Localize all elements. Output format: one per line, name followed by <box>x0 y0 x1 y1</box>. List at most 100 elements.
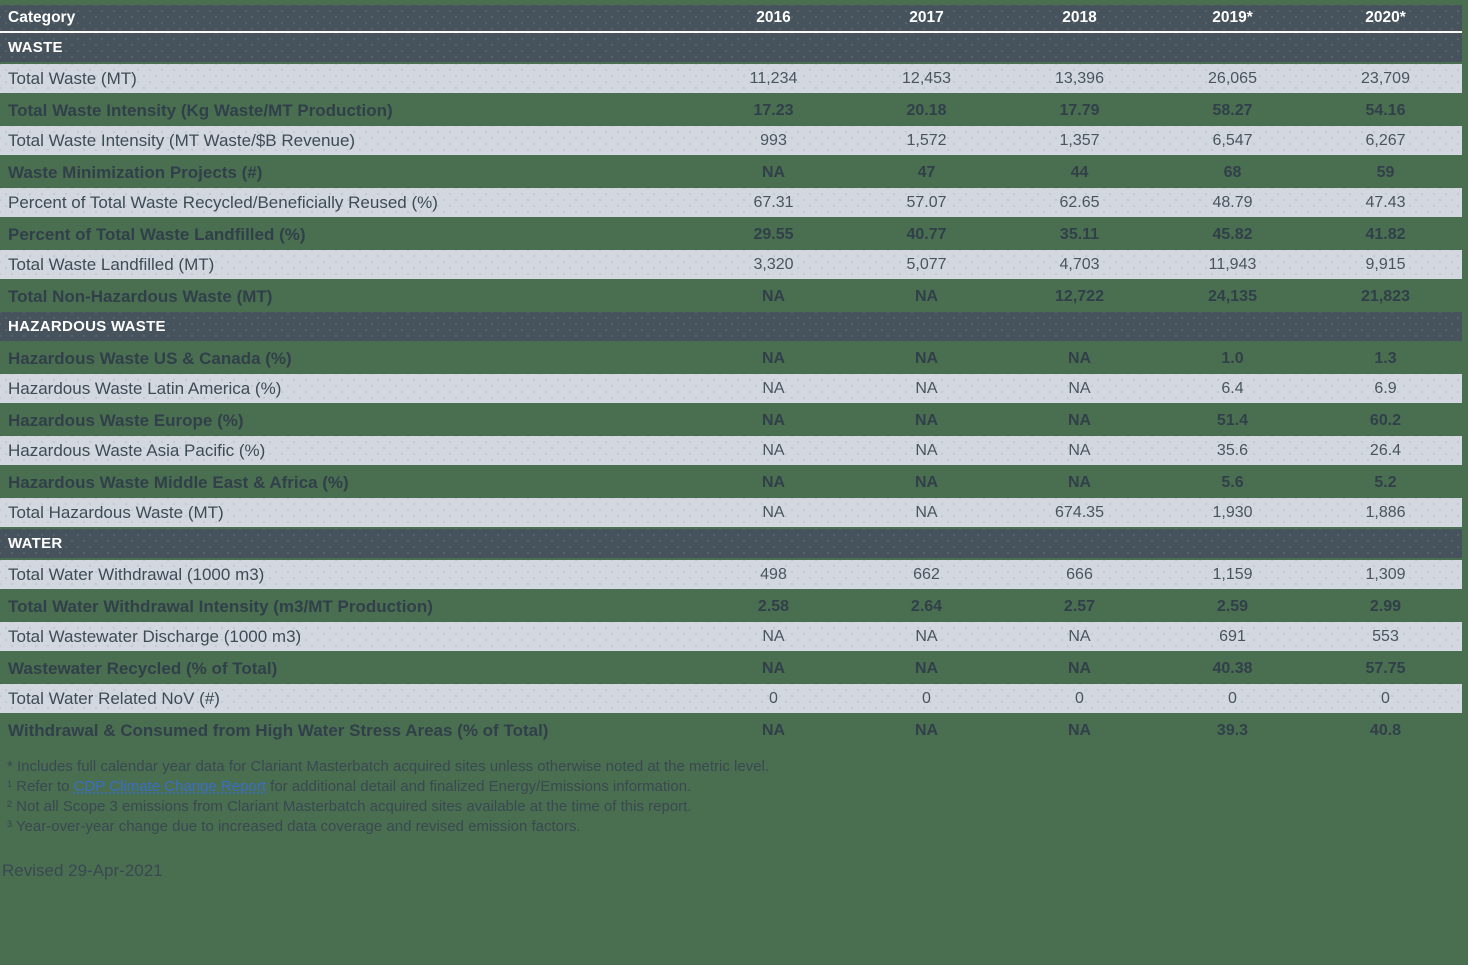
row-value: 40.77 <box>906 225 947 243</box>
row-value: 41.82 <box>1365 225 1406 243</box>
row-label: Total Wastewater Discharge (1000 m3) <box>8 626 302 646</box>
row-value: 11,234 <box>749 69 798 87</box>
row-value: NA <box>761 721 786 739</box>
row-value: 674.35 <box>1055 503 1104 521</box>
table-row: Total Waste Landfilled (MT) 3,320 5,077 4,7… <box>0 250 1462 281</box>
year-column-header-2018: 2018 <box>1062 9 1097 26</box>
row-value: 498 <box>760 565 787 583</box>
year-column-header-2019: 2019* <box>1212 9 1253 26</box>
row-label: Hazardous Waste Latin America (%) <box>8 378 282 398</box>
row-value: 35.11 <box>1059 225 1100 243</box>
row-value: 54.16 <box>1365 101 1406 119</box>
table-row: Percent of Total Waste Landfilled (%) 29.… <box>0 219 1462 250</box>
footnote-line: * Includes full calendar year data for C… <box>7 758 770 775</box>
row-value: NA <box>762 503 785 521</box>
row-label: Percent of Total Waste Landfilled (%) <box>8 224 306 244</box>
row-value: NA <box>1067 349 1092 367</box>
row-value: 0 <box>769 689 778 707</box>
row-value: 1.0 <box>1221 349 1244 367</box>
row-value: 1,572 <box>906 131 947 149</box>
table-row: Total Water Withdrawal Intensity (m3/MT … <box>0 591 1462 622</box>
row-value: NA <box>915 379 938 397</box>
row-value: NA <box>915 627 938 645</box>
table-row: Waste Minimization Projects (#) NA 47 44 68 5… <box>0 157 1462 188</box>
row-value: 44 <box>1070 163 1089 181</box>
table-row: Hazardous Waste Asia Pacific (%) NA NA NA 35… <box>0 436 1462 467</box>
row-value: NA <box>1067 473 1092 491</box>
row-value: 59 <box>1376 163 1395 181</box>
row-label: Total Hazardous Waste (MT) <box>8 502 224 522</box>
year-column-header-2020: 2020* <box>1365 9 1406 26</box>
table-row: Total Non-Hazardous Waste (MT) NA NA 12,722… <box>0 281 1462 312</box>
row-value: NA <box>1068 627 1091 645</box>
row-value: 5,077 <box>906 255 947 273</box>
row-value: NA <box>761 411 786 429</box>
row-value: 48.79 <box>1212 193 1253 211</box>
row-value: 2.58 <box>757 597 790 615</box>
row-label: Total Waste Intensity (Kg Waste/MT Produ… <box>8 100 393 120</box>
table-row: Hazardous Waste Latin America (%) NA NA NA 6… <box>0 374 1462 405</box>
section-title: WATER <box>8 535 63 552</box>
row-value: 1,886 <box>1365 503 1406 521</box>
row-value: 39.3 <box>1216 721 1249 739</box>
row-value: 9,915 <box>1365 255 1406 273</box>
row-label: Withdrawal & Consumed from High Water St… <box>8 720 549 740</box>
row-value: NA <box>1067 721 1092 739</box>
row-value: 0 <box>922 689 931 707</box>
row-value: NA <box>761 349 786 367</box>
row-value: 60.2 <box>1369 411 1402 429</box>
row-value: 0 <box>1381 689 1390 707</box>
table-row: Hazardous Waste Europe (%) NA NA NA 51.4 60.2 <box>0 405 1462 436</box>
row-value: NA <box>762 379 785 397</box>
row-value: NA <box>914 287 939 305</box>
row-label: Hazardous Waste Asia Pacific (%) <box>8 440 266 460</box>
row-value: 1.3 <box>1374 349 1397 367</box>
row-value: NA <box>761 473 786 491</box>
row-value: 24,135 <box>1208 287 1257 305</box>
row-value: 47 <box>917 163 936 181</box>
row-value: NA <box>762 441 785 459</box>
row-value: 62.65 <box>1059 193 1100 211</box>
row-value: 5.6 <box>1221 473 1244 491</box>
row-value: 691 <box>1219 627 1246 645</box>
row-value: 51.4 <box>1216 411 1249 429</box>
row-value: 1,309 <box>1365 565 1406 583</box>
row-value: 6,547 <box>1212 131 1253 149</box>
row-value: 40.38 <box>1212 659 1253 677</box>
row-value: 993 <box>760 131 787 149</box>
row-value: NA <box>761 659 786 677</box>
row-value: 58.27 <box>1212 101 1253 119</box>
row-value: NA <box>761 163 786 181</box>
row-label: Waste Minimization Projects (#) <box>8 162 263 182</box>
cdp-climate-change-report-link[interactable]: CDP Climate Change Report <box>73 778 266 795</box>
row-value: 57.07 <box>906 193 947 211</box>
header-separator-line <box>0 31 1462 33</box>
row-label: Total Water Withdrawal (1000 m3) <box>8 564 265 584</box>
table-row: Total Hazardous Waste (MT) NA NA 674.35 1,93… <box>0 498 1462 529</box>
row-label: Hazardous Waste Middle East & Africa (%) <box>8 472 349 492</box>
row-label: Total Non-Hazardous Waste (MT) <box>8 286 273 306</box>
row-value: 57.75 <box>1365 659 1406 677</box>
section-header-waste: WASTE <box>0 33 1462 64</box>
row-value: 40.8 <box>1369 721 1402 739</box>
row-value: 662 <box>913 565 940 583</box>
table-row: Withdrawal & Consumed from High Water St… <box>0 715 1462 746</box>
row-value: NA <box>914 721 939 739</box>
year-column-header-2016: 2016 <box>756 9 791 26</box>
row-value: NA <box>1067 411 1092 429</box>
row-value: 21,823 <box>1361 287 1410 305</box>
row-value: 67.31 <box>753 193 794 211</box>
row-value: 47.43 <box>1365 193 1406 211</box>
table-row: Total Wastewater Discharge (1000 m3) NA NA… <box>0 622 1462 653</box>
table-row: Percent of Total Waste Recycled/Benefici… <box>0 188 1462 219</box>
sustainability-metrics-table: Category 2016 2017 2018 2019* 2020* WAST… <box>0 5 1462 746</box>
table-row: Total Water Withdrawal (1000 m3) 498 662 66… <box>0 560 1462 591</box>
row-value: 29.55 <box>753 225 794 243</box>
footnotes: * Includes full calendar year data for C… <box>0 757 1468 837</box>
footnote-line: ² Not all Scope 3 emissions from Clarian… <box>7 798 692 815</box>
row-label: Total Waste Intensity (MT Waste/$B Reven… <box>8 130 356 150</box>
row-value: 6.9 <box>1374 379 1397 397</box>
row-value: NA <box>914 659 939 677</box>
section-title: HAZARDOUS WASTE <box>8 318 166 335</box>
section-header-water: WATER <box>0 529 1462 560</box>
